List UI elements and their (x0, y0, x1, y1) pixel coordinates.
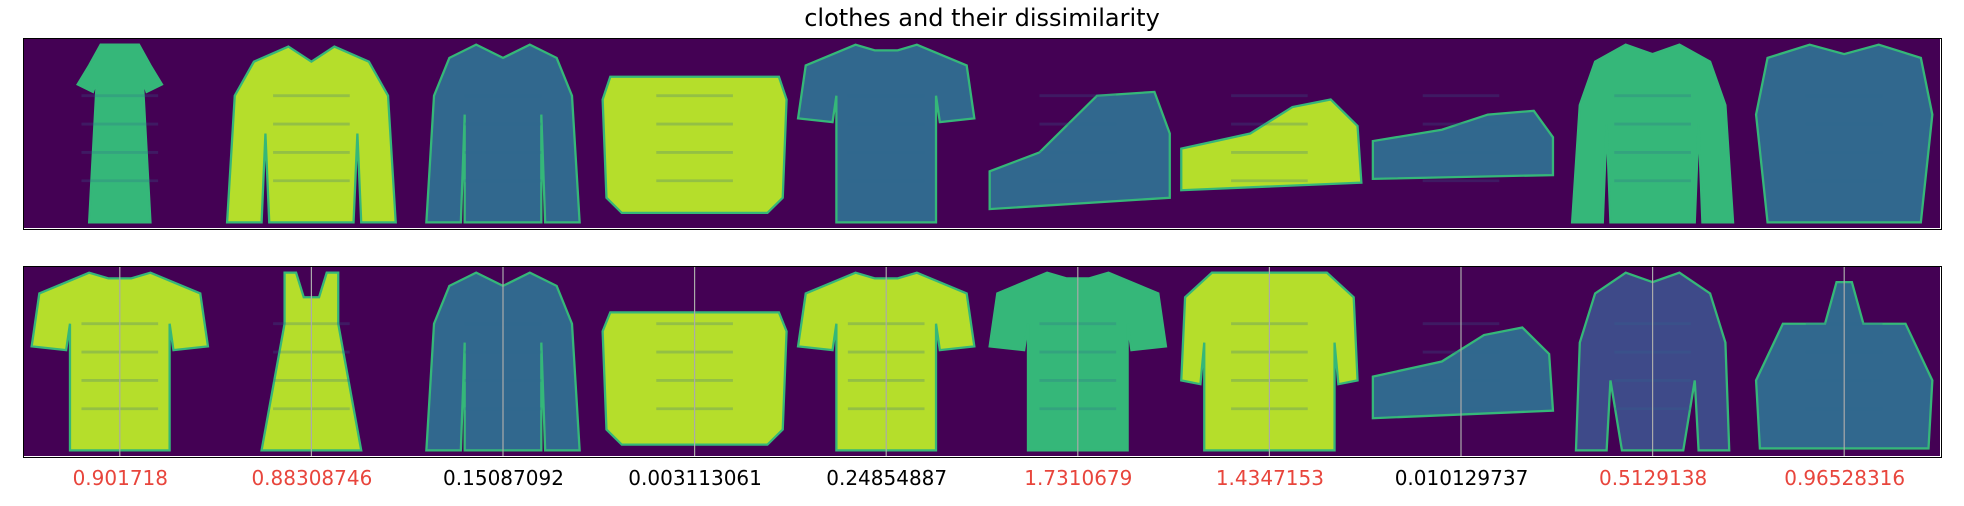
image-strip-bottom (23, 266, 1942, 458)
top-row-silhouette-9 (1570, 43, 1735, 224)
top-row-image-2-coat (225, 45, 397, 224)
dissimilarity-label-8: 0.010129737 (1394, 466, 1529, 490)
image-strip-top-canvas (24, 39, 1940, 228)
top-row-silhouette-2 (225, 45, 397, 224)
top-row-image-10-patterned-shirt (1754, 43, 1934, 224)
top-row-silhouette-6 (988, 90, 1171, 211)
top-row-image-4-bag (601, 75, 788, 215)
top-row-silhouette-1 (76, 43, 164, 224)
top-row-silhouette-3 (425, 43, 581, 224)
top-row-image-7-sneaker (1180, 94, 1363, 192)
top-row-image-9-jacket (1570, 43, 1735, 224)
image-strip-top (23, 38, 1942, 230)
top-row-silhouette-5 (796, 43, 976, 224)
top-row-silhouette-10 (1754, 43, 1934, 224)
top-row-image-6-sandal (988, 90, 1171, 211)
dissimilarity-label-3: 0.15087092 (443, 466, 564, 490)
dissimilarity-label-9: 0.5129138 (1599, 466, 1708, 490)
dissimilarity-label-5: 0.24854887 (826, 466, 948, 490)
dissimilarity-label-2: 0.88308746 (251, 466, 373, 490)
image-strip-bottom-canvas (24, 267, 1940, 456)
top-row-silhouette-8 (1371, 109, 1555, 181)
dissimilarity-label-4: 0.003113061 (628, 466, 762, 490)
bottom-row-silhouette-8 (1371, 326, 1555, 420)
top-row-image-5-tshirt (796, 43, 976, 224)
top-row-silhouette-7 (1180, 98, 1363, 192)
top-row-image-1-dress (76, 43, 164, 224)
dissimilarity-label-6: 1.7310679 (1024, 466, 1133, 490)
chart-title: clothes and their dissimilarity (804, 4, 1160, 32)
top-row-silhouette-4 (601, 75, 788, 215)
top-row-image-8-sneaker-low (1371, 94, 1555, 183)
dissimilarity-labels: 0.901718 0.88308746 0.15087092 0.003113061 0… (23, 466, 1942, 496)
dissimilarity-label-7: 1.4347153 (1215, 466, 1324, 490)
dissimilarity-label-1: 0.901718 (72, 466, 169, 490)
top-row-image-3-shirt (425, 43, 581, 224)
dissimilarity-label-10: 0.96528316 (1784, 466, 1906, 490)
